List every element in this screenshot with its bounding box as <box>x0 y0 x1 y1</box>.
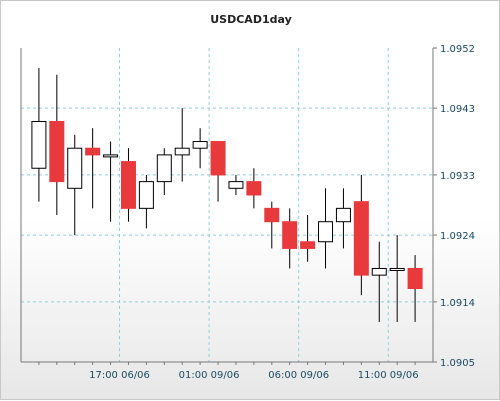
x-tick-label: 11:00 09/06 <box>358 370 419 381</box>
candle-body-up <box>389 267 405 271</box>
candle-body-down <box>246 181 262 196</box>
candle-body-up <box>103 154 119 158</box>
y-tick-label: 1.0914 <box>440 298 475 309</box>
candle-body-up <box>31 120 47 169</box>
plot-area <box>21 48 433 362</box>
candle-body-up <box>318 221 334 243</box>
candle <box>120 148 136 222</box>
candle-body-up <box>335 207 351 223</box>
candle <box>192 128 208 169</box>
candle-body-up <box>138 181 154 209</box>
y-tick-label: 1.0905 <box>440 358 475 369</box>
candle <box>138 174 154 229</box>
y-tick-label: 1.0943 <box>440 104 475 115</box>
candle <box>353 174 369 296</box>
y-tick-label: 1.0952 <box>440 44 475 55</box>
chart-title: USDCAD1day <box>210 13 292 26</box>
x-tick-label: 17:00 06/06 <box>89 370 150 381</box>
candle-body-up <box>156 154 172 183</box>
candle-body-up <box>192 141 208 149</box>
x-tick-label: 01:00 09/06 <box>179 370 240 381</box>
y-tick-label: 1.0924 <box>440 231 475 242</box>
candle <box>85 128 101 209</box>
candle <box>389 235 405 322</box>
candle-body-up <box>174 147 190 156</box>
candle <box>156 148 172 195</box>
candle <box>103 141 119 222</box>
candle-body-up <box>371 267 387 276</box>
y-tick-labels: 1.0952 1.0943 1.0933 1.0924 1.0914 1.0905 <box>440 44 475 369</box>
x-tick-labels: 17:00 06/06 01:00 09/06 06:00 09/06 11:00 0… <box>89 370 419 381</box>
x-tick-label: 06:00 09/06 <box>268 370 329 381</box>
candle <box>264 201 280 249</box>
axes <box>20 48 434 363</box>
candle-body-up <box>67 147 83 189</box>
candle-body-down <box>49 120 65 183</box>
candle-body-up <box>228 181 244 189</box>
candle <box>282 208 298 269</box>
candle-body-down <box>300 241 316 249</box>
candle <box>407 255 423 322</box>
candle <box>49 74 65 216</box>
candle-body-down <box>210 141 226 176</box>
y-tick-label: 1.0933 <box>440 171 475 182</box>
candle <box>300 215 316 262</box>
candle <box>31 68 47 202</box>
candle <box>228 174 244 195</box>
candle <box>335 188 351 249</box>
candle-body-down <box>407 267 423 290</box>
candle <box>67 134 83 236</box>
candle-body-down <box>353 201 369 276</box>
candle-body-down <box>120 161 136 209</box>
candles <box>31 68 423 322</box>
candle <box>371 241 387 322</box>
candle-body-down <box>282 221 298 249</box>
candle <box>174 108 190 182</box>
candle <box>210 141 226 202</box>
candle-body-down <box>85 147 101 156</box>
candle <box>246 168 262 209</box>
candle-body-down <box>264 207 280 223</box>
candle <box>318 188 334 269</box>
